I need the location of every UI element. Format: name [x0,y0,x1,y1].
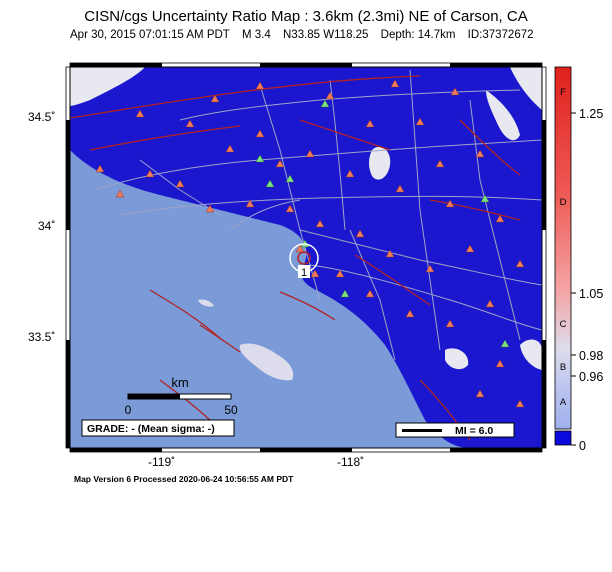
colorbar-ticks [571,112,576,446]
colorbar-grades: F D C B A [560,87,567,408]
scale-min: 0 [125,403,132,417]
lat-tick-33-5: 33.5˚ [28,330,56,344]
grade-c: C [560,319,567,330]
map-title: CISN/cgs Uncertainty Ratio Map : 3.6km (… [84,8,528,25]
scale-max: 50 [224,403,238,417]
event-depth: Depth: 14.7km [380,29,456,41]
epicenter-marker: 1 [289,243,319,279]
colorbar-values: 1.25 1.05 0.98 0.96 0 [579,107,603,453]
seismic-stations [95,79,525,408]
white-patch [520,339,542,370]
cb-value-1: 1.25 [579,107,603,121]
grade-text: GRADE: - (Mean sigma: -) [87,423,215,435]
grade-box [81,419,235,437]
cb-value-3: 0.98 [579,349,603,363]
mi-legend-box [395,422,515,438]
faults [70,75,521,441]
grade-a: A [560,397,567,408]
map-version-footer: Map Version 6 Processed 2020-06-24 10:56… [74,474,294,484]
epicenter-label: 1 [301,267,307,279]
grade-f: F [560,87,566,98]
white-patch [445,348,469,370]
scale-bar: km 0 50 [125,375,238,417]
event-id: ID:37372672 [467,29,534,41]
white-patch [369,146,391,180]
white-patch [70,67,145,106]
event-datetime: Apr 30, 2015 07:01:15 AM PDT [70,29,230,41]
event-subtitle: Apr 30, 2015 07:01:15 AM PDT M 3.4 N33.8… [70,29,543,41]
lon-tick-119: -119˚ [148,455,176,469]
strong-motion-stations [255,99,510,348]
white-patch [486,90,520,141]
colorbar [554,66,572,430]
mi-legend-text: MI = 6.0 [455,425,493,437]
event-location: N33.85 W118.25 [283,29,369,41]
cb-value-5: 0 [579,439,586,453]
lat-tick-34: 34˚ [38,219,56,233]
island [198,299,214,307]
grade-d: D [560,197,567,208]
cb-value-2: 1.05 [579,287,603,301]
cb-value-4: 0.96 [579,370,603,384]
event-magnitude: M 3.4 [242,29,271,41]
lon-tick-118: -118˚ [337,455,365,469]
grade-b: B [560,362,566,373]
frame-ticks [65,62,547,453]
scale-unit: km [171,375,188,390]
ocean [70,150,470,448]
colorbar-zero [554,430,572,446]
white-patch [510,67,542,110]
lat-tick-34-5: 34.5˚ [28,110,56,124]
island [239,343,294,381]
